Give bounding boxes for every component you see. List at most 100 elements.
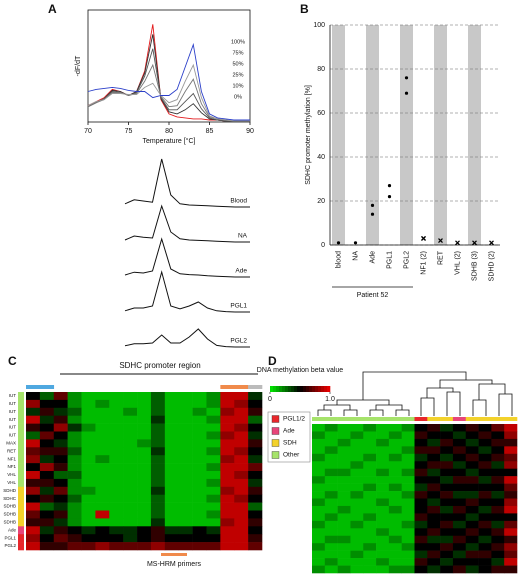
heatmap-cell <box>465 453 479 462</box>
heatmap-cell <box>137 431 152 440</box>
trace <box>124 328 236 348</box>
heatmap-cell <box>401 543 415 551</box>
heatmap-cell <box>53 431 68 440</box>
heatmap-cell <box>401 461 415 469</box>
heatmap-cell <box>109 494 124 503</box>
heatmap-cell <box>53 407 68 416</box>
heatmap-cell <box>67 399 82 409</box>
row-label: NF1 <box>7 464 16 469</box>
heatmap-cell <box>206 494 221 503</box>
heatmap-cell <box>452 438 467 447</box>
heatmap-cell <box>248 526 263 535</box>
colorbar-step <box>318 386 322 392</box>
heatmap-cell <box>324 453 338 462</box>
heatmap-cell <box>478 558 492 566</box>
panel-label: A <box>48 2 57 16</box>
dendrogram <box>317 371 513 416</box>
row-group-bar <box>18 478 24 488</box>
heatmap-cell <box>401 491 415 499</box>
heatmap-cell <box>39 502 55 511</box>
heatmap-cell <box>350 543 364 551</box>
heatmap-cell <box>504 446 518 455</box>
heatmap-cell <box>81 455 96 464</box>
heatmap-cell <box>401 476 415 484</box>
heatmap-cell <box>414 453 428 462</box>
legend-label: Other <box>283 452 300 459</box>
heatmap-cell <box>178 518 193 527</box>
heatmap-cell <box>414 528 428 537</box>
heatmap-cell <box>164 439 180 448</box>
heatmap-cell <box>440 424 454 432</box>
heatmap-cell <box>39 486 55 495</box>
heatmap-cell <box>504 543 518 551</box>
heatmap-cell <box>53 463 68 472</box>
heatmap-cell <box>363 491 377 499</box>
heatmap-cell <box>150 392 166 401</box>
row-label: IUT <box>9 409 17 414</box>
heatmap-cell <box>234 407 249 416</box>
heatmap-cell <box>478 498 492 507</box>
heatmap-cell <box>324 543 338 551</box>
y-tick-label: 0 <box>321 242 325 249</box>
row-group-bar <box>18 494 24 503</box>
heatmap-cell <box>376 431 390 440</box>
heatmap-cell <box>491 431 505 440</box>
heatmap-cell <box>312 491 326 499</box>
heatmap-cell <box>350 446 364 455</box>
heatmap-cell <box>376 498 390 507</box>
melt-curve <box>87 63 250 122</box>
heatmap-cell <box>401 550 415 559</box>
heatmap-cell <box>440 446 454 455</box>
heatmap-cell <box>324 431 338 440</box>
heatmap-cell <box>491 424 505 432</box>
heatmap-cell <box>452 453 467 462</box>
heatmap-cell <box>220 471 235 480</box>
heatmap-cell <box>67 518 82 527</box>
heatmap-cell <box>67 439 82 448</box>
heatmap-cell <box>234 439 249 448</box>
heatmap-cell <box>491 535 505 544</box>
heatmap-cell <box>109 502 124 511</box>
heatmap-cell <box>234 463 249 472</box>
heatmap-cell <box>206 455 221 464</box>
heatmap-cell <box>376 461 390 469</box>
heatmap-cell <box>452 461 467 469</box>
heatmap-cell <box>150 431 166 440</box>
heatmap-cell <box>137 518 152 527</box>
heatmap-cell <box>452 431 467 440</box>
heatmap-cell <box>465 483 479 492</box>
column-group-bar <box>234 385 249 389</box>
heatmap-cell <box>164 431 180 440</box>
heatmap-cell <box>109 510 124 519</box>
heatmap-cell <box>491 498 505 507</box>
point-x <box>489 240 494 246</box>
heatmap-cell <box>465 476 479 484</box>
heatmap-cell <box>178 471 193 480</box>
heatmap-cell <box>324 513 338 522</box>
heatmap-cell <box>123 455 138 464</box>
heatmap-cell <box>164 463 180 472</box>
heatmap-cell <box>414 558 428 566</box>
heatmap-cell <box>414 438 428 447</box>
series-label: 10% <box>232 83 243 89</box>
heatmap-cell <box>363 528 377 537</box>
heatmap-cell <box>39 510 55 519</box>
heatmap-cell <box>39 478 55 488</box>
heatmap-cell <box>234 526 249 535</box>
heatmap-cell <box>363 565 377 574</box>
row-label: Ade <box>8 527 17 532</box>
heatmap-cell <box>312 461 326 469</box>
heatmap-cell <box>26 439 41 448</box>
column-group-bar <box>465 417 479 421</box>
heatmap-cell <box>95 494 110 503</box>
y-tick-label: 20 <box>317 198 325 205</box>
heatmap-cell <box>388 535 402 544</box>
heatmap-cell <box>123 392 138 401</box>
heatmap-cell <box>465 438 479 447</box>
heatmap-cell <box>123 463 138 472</box>
heatmap-cell <box>491 550 505 559</box>
heatmap-cell <box>81 407 96 416</box>
primer-bar <box>161 553 187 556</box>
heatmap-cell <box>324 483 338 492</box>
heatmap-cell <box>427 513 441 522</box>
